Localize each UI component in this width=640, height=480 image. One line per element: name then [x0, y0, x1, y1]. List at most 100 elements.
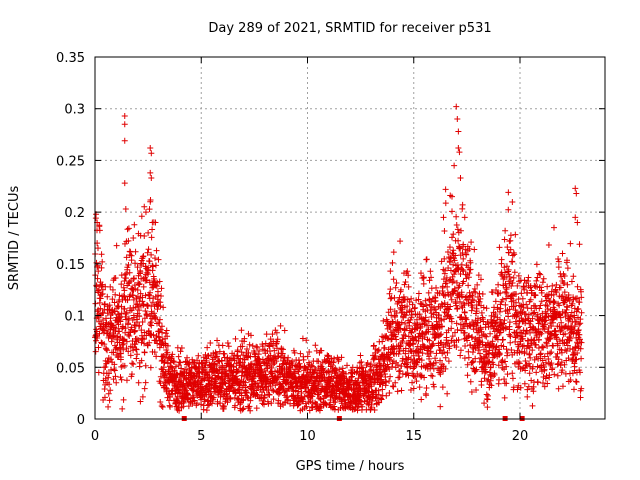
data-point	[133, 335, 140, 342]
data-point	[137, 290, 144, 297]
data-point	[476, 350, 483, 357]
data-point	[521, 348, 528, 355]
data-point	[559, 383, 566, 390]
chart-title: Day 289 of 2021, SRMTID for receiver p53…	[208, 21, 491, 36]
data-point	[501, 264, 508, 271]
data-point	[342, 400, 349, 407]
data-point	[417, 323, 424, 330]
data-point	[571, 323, 578, 330]
data-point	[441, 349, 448, 356]
data-point	[460, 255, 467, 262]
data-point	[277, 322, 284, 329]
data-point	[539, 357, 546, 364]
data-point	[378, 396, 385, 403]
data-point	[309, 393, 316, 400]
data-point	[485, 359, 492, 366]
data-point	[383, 392, 390, 399]
data-point	[358, 359, 365, 366]
data-point	[561, 280, 568, 287]
data-point	[482, 368, 489, 375]
data-point	[277, 403, 284, 410]
data-point	[125, 237, 132, 244]
data-point	[463, 316, 470, 323]
data-point	[507, 232, 514, 239]
data-point	[514, 282, 521, 289]
data-point	[136, 313, 143, 320]
data-point	[96, 227, 103, 234]
data-point	[339, 365, 346, 372]
data-point	[575, 327, 582, 334]
y-tick-label: 0.15	[56, 258, 85, 273]
data-point	[486, 358, 493, 365]
data-point	[527, 296, 534, 303]
data-point	[529, 323, 536, 330]
data-point	[104, 293, 111, 300]
data-point	[566, 333, 573, 340]
data-point	[126, 333, 133, 340]
data-point	[480, 304, 487, 311]
data-point	[529, 402, 536, 409]
data-point	[509, 370, 516, 377]
data-point	[306, 407, 313, 414]
data-point	[487, 364, 494, 371]
data-point	[461, 214, 468, 221]
data-point	[397, 286, 404, 293]
data-point	[190, 394, 197, 401]
data-point	[576, 321, 583, 328]
data-point	[303, 337, 310, 344]
data-point	[274, 336, 281, 343]
data-point	[107, 387, 114, 394]
y-tick-label: 0.3	[64, 103, 85, 118]
data-point	[499, 296, 506, 303]
data-point	[118, 376, 125, 383]
data-point	[469, 359, 476, 366]
data-point	[495, 281, 502, 288]
data-point	[121, 362, 128, 369]
data-point	[273, 358, 280, 365]
data-point	[469, 349, 476, 356]
data-point	[185, 394, 192, 401]
data-point	[418, 396, 425, 403]
data-point	[121, 137, 128, 144]
data-point	[114, 302, 121, 309]
data-point	[437, 403, 444, 410]
data-point	[111, 299, 118, 306]
data-point	[105, 374, 112, 381]
data-point	[150, 295, 157, 302]
data-point	[444, 390, 451, 397]
data-point	[512, 299, 519, 306]
data-point	[457, 347, 464, 354]
data-point	[136, 322, 143, 329]
data-point	[439, 323, 446, 330]
data-point	[408, 295, 415, 302]
data-point	[246, 341, 253, 348]
data-point	[401, 281, 408, 288]
data-point	[445, 358, 452, 365]
data-point	[247, 364, 254, 371]
data-point	[164, 342, 171, 349]
data-point	[534, 274, 541, 281]
data-point	[510, 384, 517, 391]
data-point	[492, 298, 499, 305]
data-point	[156, 316, 163, 323]
data-point	[218, 357, 225, 364]
data-point	[494, 336, 501, 343]
data-point	[441, 255, 448, 262]
data-point	[487, 377, 494, 384]
data-point	[509, 198, 516, 205]
data-point	[130, 347, 137, 354]
data-point	[501, 236, 508, 243]
data-point	[573, 356, 580, 363]
data-point	[444, 283, 451, 290]
data-point	[343, 375, 350, 382]
data-point	[483, 395, 490, 402]
data-point	[562, 330, 569, 337]
data-point	[112, 308, 119, 315]
data-point	[504, 352, 511, 359]
data-point	[428, 274, 435, 281]
data-point	[245, 349, 252, 356]
data-point	[456, 282, 463, 289]
data-point	[468, 239, 475, 246]
data-point	[157, 326, 164, 333]
